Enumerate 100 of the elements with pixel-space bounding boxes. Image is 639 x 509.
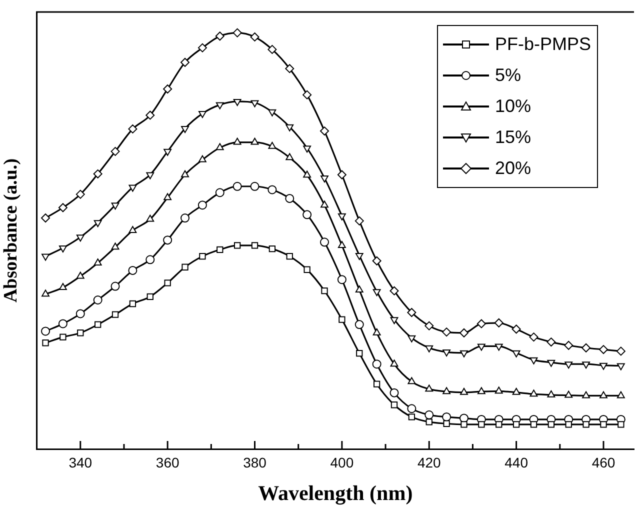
point [76,190,85,199]
point [198,43,207,52]
point [93,169,102,178]
point [250,182,260,191]
point [476,319,486,328]
point [337,275,346,284]
point [390,286,399,296]
point [355,252,364,260]
point [111,202,120,210]
x-tick-label: 420 [417,454,442,470]
point [216,246,224,253]
point [232,182,242,191]
point [215,188,224,198]
point [251,242,258,249]
point [320,200,328,208]
point [460,421,468,428]
point [616,346,626,356]
point [407,404,416,414]
point [250,32,260,42]
point [42,290,50,297]
point [163,236,172,245]
point [354,320,364,330]
point [373,380,380,388]
point [582,421,590,428]
point [268,185,277,194]
point [426,418,432,426]
point [42,254,50,261]
point [302,90,312,100]
point [320,126,329,136]
x-tick-label: 340 [68,454,92,470]
point [424,410,434,420]
point [337,170,346,180]
point [77,330,84,336]
point [460,350,468,358]
point [146,255,155,264]
point [110,146,120,156]
point [546,338,556,347]
point [198,200,207,210]
point [564,362,573,369]
point [215,32,224,41]
point [390,402,398,408]
point [442,328,452,337]
legend-label: 10% [495,96,532,117]
point [76,272,84,279]
x-tick-label: 380 [243,454,267,470]
point [128,124,138,134]
x-axis-title: Wavelength (nm) [258,480,413,505]
point [268,109,276,116]
point [58,245,67,252]
point [494,344,503,351]
point [372,289,381,296]
point [530,390,538,397]
point [268,142,276,149]
point [338,316,346,323]
point [390,388,399,398]
point [618,421,624,428]
point [529,332,538,342]
legend-label: PF-b-PMPS [495,34,592,55]
point [181,170,189,178]
point [302,210,312,220]
point [303,170,312,178]
point [582,362,590,369]
point [94,258,102,266]
point [146,110,155,120]
point [58,203,68,212]
point [338,213,346,220]
point [286,124,294,132]
point [286,252,293,260]
point [42,340,49,346]
y-axis-title: Absorbance (a.u.) [0,158,22,303]
point [58,319,68,328]
point [564,340,574,350]
point [128,184,137,192]
point [354,216,364,226]
point [111,242,120,250]
point [94,321,102,328]
point [41,214,50,223]
point [512,421,520,428]
point [582,391,590,398]
point [129,300,136,308]
point [58,283,67,290]
point [110,282,120,291]
point [425,384,434,392]
point [146,172,154,180]
point [233,138,242,145]
point [60,334,66,340]
point [494,386,503,394]
point [443,420,450,427]
point [232,28,242,38]
point [372,256,382,266]
legend-label: 20% [495,158,532,179]
point [390,360,398,367]
point [442,350,451,357]
point [216,102,224,110]
point [598,345,608,354]
point [459,328,468,338]
point [128,266,138,275]
point [41,326,50,336]
point [76,309,85,318]
point [112,311,119,318]
